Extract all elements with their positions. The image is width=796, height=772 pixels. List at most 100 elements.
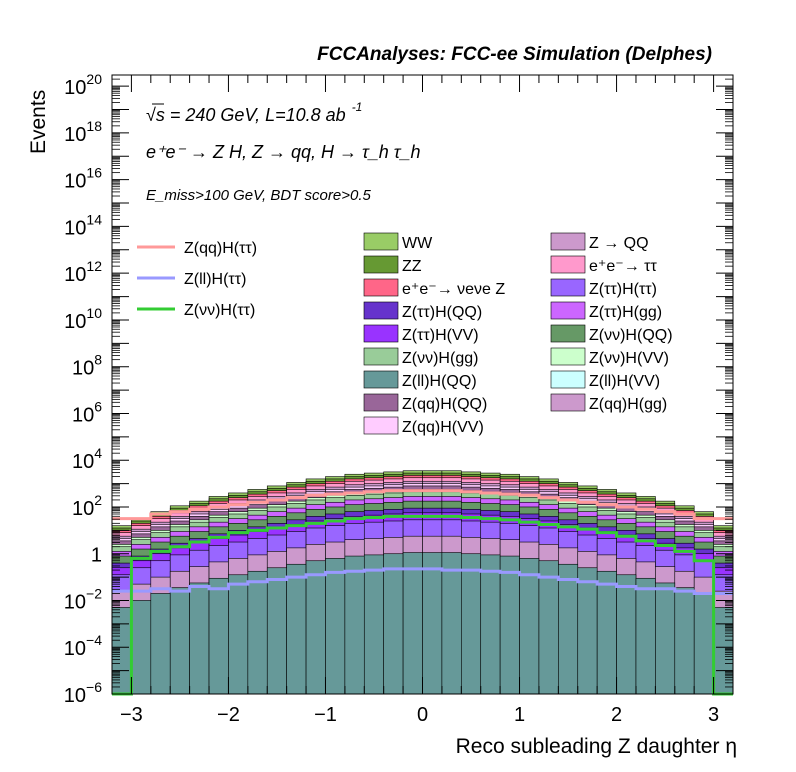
x-tick-label: −2: [217, 704, 240, 726]
chart-title: FCCAnalyses: FCC-ee Simulation (Delphes): [317, 44, 712, 65]
legend-label: Z(ττ)H(ττ): [589, 281, 657, 298]
y-tick-label: 10−4: [64, 632, 102, 660]
bar-Zll_HQQ-1: [131, 600, 152, 695]
y-tick-label: 1014: [64, 211, 102, 239]
legend-swatch-Zll_HQQ: [363, 370, 399, 389]
legend: Z(qq)H(ττ) Z(ll)H(ττ) Z(νν)H(ττ) WW ZZ e⁺e⁻→ …: [137, 232, 673, 436]
legend-label: e⁺e⁻→ νeνe Z: [402, 281, 505, 298]
bar-Zll_HQQ-4: [189, 582, 210, 695]
y-tick-label: 1016: [64, 165, 102, 193]
legend-swatch-WW: [363, 232, 399, 251]
line-sig_qq: [112, 489, 733, 521]
y-tick-label: 1018: [64, 118, 102, 146]
y-axis-ticks: 10−6 10−4 10−2 1 102 104 106 108 1010 1012 1014 101…: [64, 71, 733, 707]
bar-Zll_HQQ-13: [363, 554, 384, 695]
y-tick-label: 104: [72, 445, 102, 473]
x-tick-label: 0: [417, 704, 428, 726]
x-tick-label: −1: [314, 704, 337, 726]
stack-bars: [111, 470, 734, 695]
y-tick-label: 1012: [64, 258, 102, 286]
legend-swatch-tautau: [550, 255, 586, 274]
x-axis-ticks: −3 −2 −1 0 1 2 3: [111, 75, 734, 726]
y-tick-label: 1020: [64, 71, 102, 99]
legend-label: e⁺e⁻→ ττ: [589, 258, 657, 275]
legend-swatch-Ztautau_Hgg: [550, 301, 586, 320]
x-tick-label: 1: [514, 704, 525, 726]
line-sig_ll: [112, 567, 733, 595]
legend-swatch-Z_QQ: [550, 232, 586, 251]
bar-Zll_HQQ-19: [480, 554, 501, 695]
legend-swatch-ZZ: [363, 255, 399, 274]
legend-swatch-Znunu_Hgg: [363, 347, 399, 366]
x-axis-label: Reco subleading Z daughter η: [456, 735, 737, 758]
y-tick-label: 10−6: [64, 679, 102, 707]
legend-label: Z(νν)H(VV): [589, 350, 669, 367]
legend-label: Z(νν)H(QQ): [589, 327, 673, 344]
legend-label: Z(ττ)H(QQ): [402, 304, 482, 321]
x-tick-label: 2: [611, 704, 622, 726]
legend-swatch-nunuZ: [363, 278, 399, 297]
bar-Zll_HQQ-6: [228, 574, 249, 695]
bar-Zll_HQQ-22: [538, 560, 559, 695]
bar-Zll_HQQ-8: [266, 567, 287, 695]
bar-Zll_HQQ-28: [655, 582, 676, 695]
x-tick-label: 3: [708, 704, 719, 726]
bar-Zll_HQQ-30: [693, 593, 714, 695]
legend-label: Z(ll)H(VV): [589, 373, 660, 390]
legend-swatch-Zqq_Hgg: [550, 393, 586, 412]
bar-Zll_HQQ-23: [558, 563, 579, 695]
bar-Zll_HQQ-12: [344, 555, 365, 695]
bar-Zll_HQQ-16: [422, 552, 443, 695]
legend-label: Z(ll)H(ττ): [184, 271, 246, 288]
energy-annotation: √s = 240 GeV, L=10.8 ab -1: [146, 100, 362, 125]
signal-lines: [112, 489, 733, 696]
legend-swatch-Ztautau_HVV: [363, 324, 399, 343]
legend-swatch-Ztautau_HQQ: [363, 301, 399, 320]
bar-Zll_HQQ-9: [286, 563, 307, 695]
bar-Zll_HQQ-24: [577, 567, 598, 695]
y-tick-label: 1010: [64, 305, 102, 333]
legend-label: Z(νν)H(ττ): [184, 302, 255, 319]
legend-swatch-Zll_HVV: [550, 370, 586, 389]
legend-swatch-Zqq_HVV: [363, 416, 399, 435]
cuts-annotation: E_miss>100 GeV, BDT score>0.5: [146, 187, 371, 204]
legend-label: Z(qq)H(gg): [589, 396, 667, 413]
legend-label: ZZ: [402, 258, 422, 275]
bar-Zll_HQQ-25: [596, 570, 617, 695]
bar-Zll_HQQ-10: [305, 560, 326, 695]
bar-Zll_HQQ-17: [441, 552, 462, 695]
legend-label: Z(νν)H(gg): [402, 350, 478, 367]
bar-Zll_HQQ-14: [383, 553, 404, 695]
legend-swatch-Znunu_HQQ: [550, 324, 586, 343]
legend-label: Z(qq)H(ττ): [184, 240, 257, 257]
legend-label: WW: [402, 235, 433, 252]
bar-Zll_HQQ-26: [616, 574, 637, 695]
bar-Zll_HQQ-20: [499, 555, 520, 695]
bar-Zll_HQQ-5: [208, 577, 229, 695]
y-tick-label: 108: [72, 352, 102, 380]
y-tick-label: 102: [72, 492, 102, 520]
legend-label: Z → QQ: [589, 235, 649, 252]
legend-swatch-Ztautau_Htautau: [550, 278, 586, 297]
bar-Zll_HQQ-7: [247, 570, 268, 695]
process-annotation: e⁺e⁻ → Z H, Z → qq, H → τ_h τ_h: [146, 142, 421, 162]
bar-Zll_HQQ-27: [635, 577, 656, 695]
legend-swatch-Zqq_HQQ: [363, 393, 399, 412]
legend-label: Z(qq)H(VV): [402, 419, 484, 436]
line-sig_nunu: [112, 514, 733, 696]
legend-label: Z(qq)H(QQ): [402, 396, 487, 413]
bar-Zll_HQQ-18: [461, 553, 482, 695]
legend-label: Z(ττ)H(VV): [402, 327, 479, 344]
y-tick-label: 106: [72, 398, 102, 426]
legend-label: Z(ll)H(QQ): [402, 373, 477, 390]
bar-Zll_HQQ-15: [402, 552, 423, 695]
legend-swatch-Znunu_HVV: [550, 347, 586, 366]
bar-Zll_HQQ-2: [150, 593, 171, 695]
bar-Zll_HQQ-29: [674, 587, 695, 695]
bar-Zll_HQQ-21: [519, 558, 540, 695]
x-tick-label: −3: [120, 704, 143, 726]
bar-Zll_HQQ-3: [169, 587, 190, 695]
y-axis-label: Events: [27, 90, 50, 154]
legend-label: Z(ττ)H(gg): [589, 304, 662, 321]
